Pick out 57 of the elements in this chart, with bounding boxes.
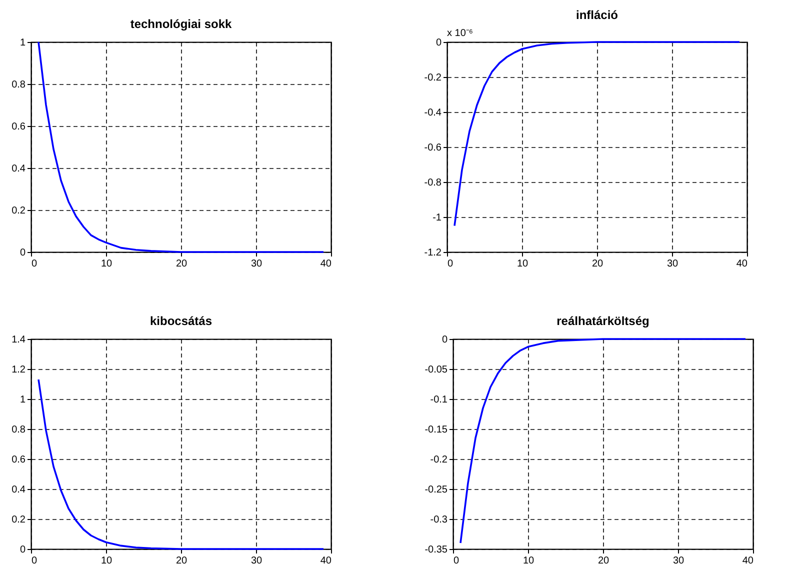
x-tick-label: 40 (320, 258, 332, 270)
y-tick-label: 0.2 (12, 206, 26, 216)
y-tick-label: 0.4 (12, 484, 26, 496)
y-tick-label: 0 (442, 334, 448, 346)
y-tick-label: -0.05 (424, 364, 448, 376)
y-tick-label: -0.3 (430, 514, 448, 526)
y-tick-label: -0.35 (424, 544, 448, 556)
line-series (38, 378, 324, 550)
y-tick-label: 0.4 (12, 164, 26, 174)
y-tick-label: -0.1 (430, 394, 448, 406)
y-tick-label: -1 (432, 212, 442, 224)
chart-title: reálhatárköltség (556, 314, 650, 328)
x-tick-label: 30 (250, 258, 262, 270)
y-tick-label: -0.2 (430, 454, 448, 466)
line-series (454, 41, 740, 227)
y-tick-label: 1.4 (12, 334, 26, 346)
line-series (38, 41, 324, 253)
chart-title: kibocsátás (150, 314, 212, 328)
x-tick-label: 30 (250, 556, 262, 566)
y-tick-label: 0 (20, 248, 26, 258)
y-tick-label: 1 (20, 38, 26, 48)
chart-title: technológiai sokk (130, 17, 232, 31)
x-tick-label: 20 (598, 556, 610, 566)
y-tick-label: -0.15 (424, 424, 448, 436)
y-tick-label: 0.6 (12, 454, 26, 466)
x-tick-label: 40 (736, 258, 748, 270)
x-tick-label: 10 (522, 556, 534, 566)
y-tick-label: -0.4 (424, 108, 442, 118)
x-tick-label: 0 (32, 556, 38, 566)
y-tick-label: 1.2 (12, 364, 26, 376)
line-series (460, 338, 746, 544)
y-tick-label: 0.8 (12, 424, 26, 436)
x-tick-label: 0 (454, 556, 460, 566)
y-tick-label: -0.25 (424, 484, 448, 496)
y-tick-label: -1.2 (424, 248, 442, 258)
x-tick-label: 30 (672, 556, 684, 566)
x-tick-label: 0 (32, 258, 38, 270)
y-tick-label: 0 (436, 38, 442, 48)
y-tick-label: 0.6 (12, 122, 26, 132)
x-tick-label: 40 (320, 556, 332, 566)
x-tick-label: 10 (516, 258, 528, 270)
x-tick-label: 10 (100, 258, 112, 270)
x-tick-label: 20 (592, 258, 604, 270)
y-tick-label: 1 (20, 394, 26, 406)
x-tick-label: 40 (742, 556, 754, 566)
x-tick-label: 10 (100, 556, 112, 566)
y-tick-label: -0.8 (424, 178, 442, 188)
y-tick-label: 0.2 (12, 514, 26, 526)
y-tick-label: 0.8 (12, 80, 26, 90)
chart-title: infláció (576, 8, 618, 22)
x-tick-label: 20 (176, 258, 188, 270)
y-tick-label: -0.2 (424, 72, 442, 84)
y-tick-label: 0 (20, 544, 26, 556)
x-tick-label: 30 (666, 258, 678, 270)
y-tick-label: -0.6 (424, 142, 442, 154)
text: x 10⁻⁶ (447, 28, 474, 39)
x-tick-label: 20 (176, 556, 188, 566)
